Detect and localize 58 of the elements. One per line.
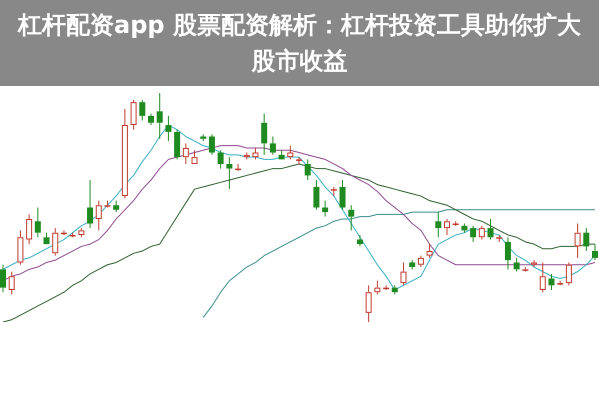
candlestick [34,207,41,238]
candlestick [78,228,84,238]
candlestick [304,158,311,181]
candlestick [252,147,258,160]
candlestick [488,218,494,240]
candlestick [374,280,380,296]
candlestick [8,271,15,296]
candlestick [261,113,268,156]
candlestick [156,92,163,140]
candlestick [182,142,189,164]
candlestick [113,200,120,213]
candlestick [270,136,276,156]
candlestick [208,134,215,156]
candlestick [192,150,198,164]
candlestick [139,99,146,121]
candlestick [322,200,328,218]
candlestick [200,134,206,142]
candlestick [26,214,32,245]
candlestick [583,228,590,252]
candlestick [348,204,354,231]
candlestick [218,150,224,170]
candlestick [52,228,58,256]
candlestick [504,236,511,270]
candlestick [17,230,24,266]
candlestick [400,262,406,286]
candlestick [278,150,285,160]
candlestick [540,262,546,293]
candlestick [130,99,137,130]
candlestick [548,273,554,290]
candlestick [418,255,424,268]
chart-title: 杠杆配资app 股票配资解析：杠杆投资工具助你扩大股市收益 [0,0,599,86]
candlestick [340,180,346,210]
candlestick [514,257,520,272]
candlestick [566,262,572,286]
candlestick [174,129,180,160]
candlestick [461,223,468,234]
candlestick [366,284,372,322]
candlestick [44,232,50,244]
candlestick [592,244,598,261]
candlestick [0,264,6,293]
candlestick [122,108,128,199]
candlestick [426,244,433,258]
candlestick [226,156,232,190]
candlestick [96,200,102,231]
candlestick [87,180,94,229]
candlestick [287,145,294,160]
candlestick [165,115,172,142]
candlestick [574,223,581,258]
candlestick [356,234,363,247]
candlestick [470,225,476,242]
candlestick [244,152,250,160]
candlestick [148,113,154,126]
candlestick [444,218,450,236]
candlestick [409,260,416,270]
candlestick [531,260,538,268]
candlestick [435,212,442,238]
candlestick [392,284,398,296]
candlestick [313,180,320,210]
